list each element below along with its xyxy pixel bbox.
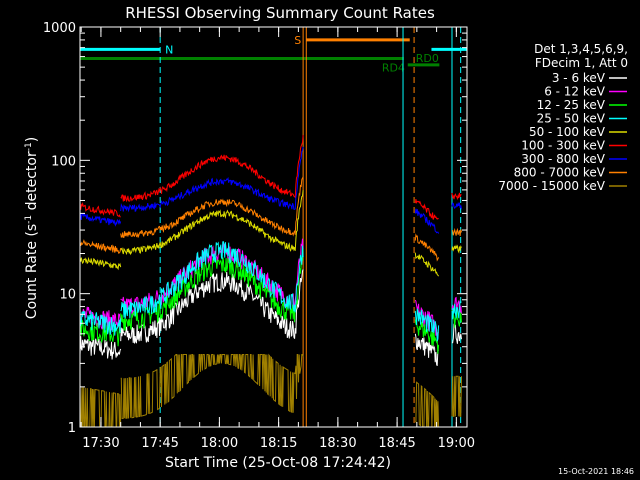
legend-entry-label: 300 - 800 keV [521, 152, 605, 166]
legend-entry-label: 6 - 12 keV [544, 85, 606, 99]
series-trace [79, 239, 122, 254]
legend-entry-label: 25 - 50 keV [537, 112, 606, 126]
series-trace [414, 308, 440, 342]
flag-label: RD4 [382, 62, 405, 75]
y-axis-label-end: ) [24, 137, 40, 142]
series-trace [79, 212, 122, 227]
legend-entry-label: 800 - 7000 keV [514, 166, 606, 180]
series-trace [120, 146, 304, 213]
legend-entry-label: 7000 - 15000 keV [498, 179, 605, 193]
plot-frame [79, 26, 468, 428]
y-tick-label: 100 [51, 154, 76, 169]
series-trace [79, 319, 122, 347]
series-trace [79, 336, 122, 360]
series-trace [451, 244, 462, 254]
axes: 1 10 100 1000 17:30 17:45 18:00 18:15 18:30 18:45… [43, 21, 475, 451]
x-tick-label: 18:45 [378, 436, 415, 451]
series-trace [451, 301, 462, 320]
y-tick-label: 1 [68, 421, 76, 436]
y-axis-label: Count Rate (s-1 detector-1) [24, 137, 40, 319]
x-axis-label: Start Time (25-Oct-08 17:24:42) [165, 455, 391, 471]
flag-label: N [165, 43, 173, 56]
y-axis-label-sup2: -1 [24, 142, 34, 151]
x-tick-label: 17:30 [82, 436, 119, 451]
series-trace [414, 199, 439, 220]
series-trace [451, 375, 462, 417]
x-tick-label: 18:30 [319, 436, 356, 451]
legend-header-line-2: FDecim 1, Att 0 [535, 56, 628, 70]
series-trace [451, 201, 462, 210]
y-axis-label-sup1: -1 [24, 215, 34, 224]
chart-title: RHESSI Observing Summary Count Rates [125, 4, 435, 22]
series-trace [120, 176, 304, 239]
y-axis-label-mid: detector [24, 151, 40, 215]
y-tick-label: 10 [59, 288, 76, 303]
flags-layer: N S RD4 RD0 [80, 34, 467, 75]
flag-label: RD0 [416, 52, 439, 65]
x-tick-label: 18:15 [260, 436, 297, 451]
series-trace [120, 353, 304, 420]
series-trace [451, 323, 462, 344]
series-trace [452, 227, 462, 236]
series-trace [120, 190, 304, 256]
y-axis-label-main: Count Rate (s [24, 224, 40, 319]
flag-label: S [294, 34, 301, 47]
series-6 [79, 134, 462, 220]
series-trace [79, 309, 122, 336]
series-trace [414, 381, 440, 428]
vertical-markers [159, 27, 462, 427]
series-4 [79, 241, 462, 342]
series-trace [79, 256, 122, 271]
x-tick-label: 18:00 [201, 436, 238, 451]
series-trace [414, 333, 439, 366]
series-8 [79, 176, 462, 262]
legend-entry-label: 50 - 100 keV [529, 125, 606, 139]
series-trace [414, 208, 440, 234]
y-tick-label: 1000 [43, 21, 76, 36]
legend-entry-label: 12 - 25 keV [537, 98, 606, 112]
legend-entry-label: 100 - 300 keV [521, 139, 605, 153]
footer-timestamp: 15-Oct-2021 18:46 [558, 467, 634, 476]
series-trace [120, 248, 304, 331]
series-5 [79, 190, 462, 277]
series-layer [79, 134, 462, 428]
series-trace [451, 192, 462, 201]
series-trace [414, 233, 440, 262]
series-7 [79, 146, 462, 234]
x-tick-label: 17:45 [141, 436, 178, 451]
legend-header-line-1: Det 1,3,4,5,6,9, [534, 42, 628, 56]
legend-entry-label: 3 - 6 keV [552, 71, 606, 85]
legend: Det 1,3,4,5,6,9, FDecim 1, Att 0 3 - 6 k… [498, 42, 628, 193]
series-trace [120, 241, 304, 319]
series-trace [414, 252, 440, 277]
series-trace [120, 134, 304, 203]
series-trace [79, 201, 121, 218]
x-tick-label: 19:00 [438, 436, 475, 451]
